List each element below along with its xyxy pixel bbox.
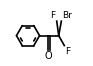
Text: F: F [65,47,70,56]
Text: F: F [50,11,55,20]
Text: O: O [44,51,52,61]
Text: Br: Br [62,11,72,20]
